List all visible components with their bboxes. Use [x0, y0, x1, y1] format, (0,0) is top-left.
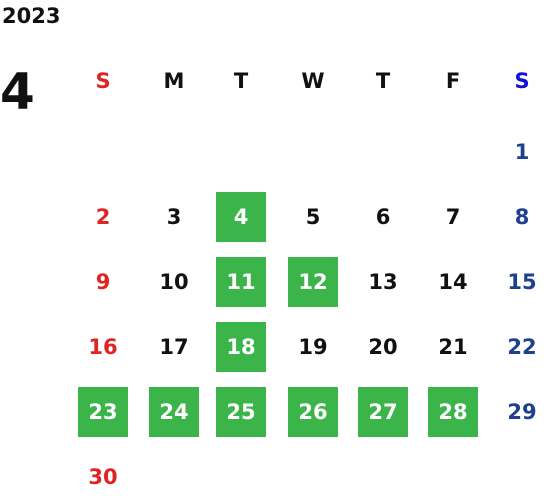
day-highlight	[358, 387, 408, 437]
day: 19	[298, 335, 327, 359]
day: 24	[159, 400, 188, 424]
day-highlight	[216, 322, 266, 372]
day: 16	[88, 335, 117, 359]
day: 20	[368, 335, 397, 359]
weekday-label: W	[301, 69, 324, 93]
day: 2	[96, 205, 111, 229]
day: 6	[376, 205, 391, 229]
weekday-label: S	[514, 69, 529, 93]
weekday-label: T	[234, 69, 249, 93]
day: 23	[88, 400, 117, 424]
day: 21	[438, 335, 467, 359]
day: 22	[507, 335, 536, 359]
day: 5	[306, 205, 321, 229]
day: 10	[159, 270, 188, 294]
day: 17	[159, 335, 188, 359]
weekday-label: T	[376, 69, 391, 93]
day-highlight	[216, 257, 266, 307]
day-highlight	[428, 387, 478, 437]
day-highlight	[288, 387, 338, 437]
day: 30	[88, 465, 117, 489]
day: 25	[226, 400, 255, 424]
day: 15	[507, 270, 536, 294]
day-highlight	[149, 387, 199, 437]
day-highlight	[78, 387, 128, 437]
weekday-label: M	[164, 69, 185, 93]
weekday-label: S	[95, 69, 110, 93]
day: 18	[226, 335, 255, 359]
year: 2023	[2, 4, 60, 28]
day: 8	[515, 205, 530, 229]
day: 12	[298, 270, 327, 294]
day: 7	[446, 205, 461, 229]
weekday-label: F	[446, 69, 460, 93]
day: 3	[167, 205, 182, 229]
day-highlight	[216, 192, 266, 242]
day-highlight	[288, 257, 338, 307]
day: 4	[234, 205, 249, 229]
day-highlight	[216, 387, 266, 437]
day: 11	[226, 270, 255, 294]
day: 28	[438, 400, 467, 424]
day: 14	[438, 270, 467, 294]
day: 1	[515, 140, 530, 164]
day: 29	[507, 400, 536, 424]
day: 9	[96, 270, 111, 294]
day: 13	[368, 270, 397, 294]
day: 27	[368, 400, 397, 424]
month: 4	[0, 63, 35, 121]
day: 26	[298, 400, 327, 424]
